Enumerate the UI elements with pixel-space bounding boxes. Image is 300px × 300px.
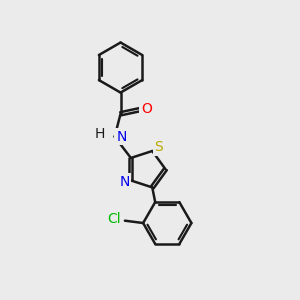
Text: S: S: [154, 140, 163, 154]
Text: N: N: [116, 130, 127, 144]
Text: Cl: Cl: [107, 212, 121, 226]
Text: N: N: [119, 175, 130, 189]
Text: O: O: [141, 102, 152, 116]
Text: H: H: [95, 127, 105, 141]
